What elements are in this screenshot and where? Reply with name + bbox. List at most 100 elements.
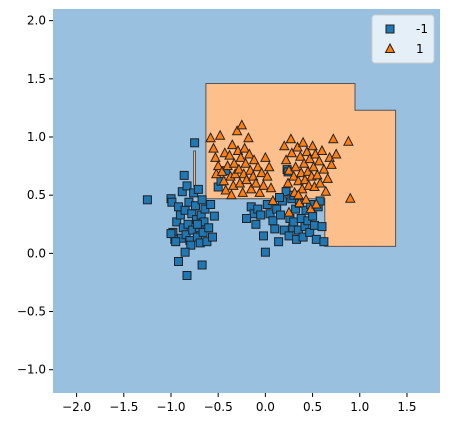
point-class-neg <box>311 234 321 244</box>
point-class-pos <box>220 184 232 195</box>
point-class-pos <box>243 148 255 159</box>
point-class-pos <box>243 132 254 143</box>
point-class-neg <box>174 257 183 266</box>
point-class-pos <box>316 144 328 155</box>
point-class-pos <box>310 198 322 209</box>
x-tick-label: 1.0 <box>350 400 369 414</box>
point-class-neg <box>204 223 214 233</box>
point-class-neg <box>193 184 203 194</box>
point-class-neg <box>208 232 217 242</box>
point-class-neg <box>209 211 219 221</box>
point-class-pos <box>263 161 275 172</box>
x-tick-label: −1.0 <box>156 400 185 414</box>
point-class-pos <box>239 142 250 153</box>
point-class-pos <box>318 163 330 174</box>
point-class-neg <box>251 219 261 229</box>
point-class-neg <box>242 214 251 223</box>
y-tick-label: 1.5 <box>27 72 46 86</box>
point-class-neg <box>275 193 284 202</box>
point-class-pos <box>212 160 224 171</box>
point-class-neg <box>202 237 212 247</box>
point-class-pos <box>283 206 295 217</box>
point-class-neg <box>276 210 285 220</box>
point-class-neg <box>256 210 266 220</box>
legend-label: -1 <box>416 22 428 36</box>
point-class-neg <box>167 197 177 207</box>
point-class-pos <box>300 193 312 204</box>
y-tick-label: −0.5 <box>17 305 46 319</box>
axes: −2.0 −1.5 −1.0 −0.5 0.0 0.5 1.0 1.5 2.0 1.5 1.0 0.5… <box>17 14 417 414</box>
point-class-pos <box>208 142 219 153</box>
point-class-neg <box>298 232 308 242</box>
point-class-pos <box>308 161 319 172</box>
point-class-pos <box>245 183 257 194</box>
region-class-pos-1 <box>193 150 196 188</box>
point-class-neg <box>166 229 176 239</box>
x-tick-label: 1.5 <box>397 400 416 414</box>
point-class-neg <box>182 181 192 191</box>
point-class-pos <box>240 157 251 168</box>
point-class-neg <box>142 195 152 205</box>
point-class-pos <box>327 133 339 144</box>
point-class-pos <box>247 170 259 181</box>
point-class-pos <box>286 147 298 158</box>
point-class-neg <box>319 237 329 247</box>
point-class-pos <box>210 151 221 162</box>
point-class-pos <box>326 158 337 169</box>
point-class-neg <box>200 204 210 214</box>
point-class-neg <box>197 195 207 205</box>
point-class-pos <box>285 133 297 144</box>
point-class-pos <box>282 177 294 188</box>
point-class-pos <box>303 179 315 190</box>
point-class-pos <box>344 192 356 203</box>
point-class-neg <box>289 217 299 227</box>
point-class-pos <box>307 140 318 151</box>
x-tick-label: 0.5 <box>303 400 322 414</box>
point-class-pos <box>252 161 264 172</box>
point-class-pos <box>293 189 304 200</box>
point-class-neg <box>198 227 208 237</box>
scatter-points <box>142 119 356 280</box>
point-class-pos <box>216 165 228 176</box>
point-class-neg <box>180 247 190 257</box>
point-class-pos <box>256 167 267 178</box>
point-class-neg <box>270 224 280 234</box>
point-class-pos <box>226 189 237 200</box>
point-class-pos <box>280 154 292 165</box>
point-class-pos <box>288 170 300 181</box>
point-class-neg <box>183 219 193 229</box>
x-tick-label: −1.5 <box>109 400 138 414</box>
point-class-pos <box>260 151 271 162</box>
point-class-neg <box>259 231 268 241</box>
point-class-pos <box>228 157 240 168</box>
y-tick-label: 2.0 <box>27 14 46 28</box>
y-tick-label: 0.0 <box>27 246 46 260</box>
point-class-pos <box>224 149 235 160</box>
point-class-pos <box>254 186 266 197</box>
point-class-pos <box>258 179 269 190</box>
point-class-neg <box>284 231 294 241</box>
point-class-pos <box>343 135 354 146</box>
legend-marker-triangle <box>384 42 396 53</box>
point-class-pos <box>320 185 332 196</box>
point-class-neg <box>190 138 200 148</box>
y-tick-label: −1.0 <box>17 363 46 377</box>
point-class-neg <box>186 240 196 250</box>
y-tick-label: 0.5 <box>27 188 46 202</box>
point-class-pos <box>267 194 279 205</box>
point-class-pos <box>290 161 301 172</box>
legend-marker-square <box>385 24 395 34</box>
legend-label: 1 <box>416 42 424 56</box>
point-class-pos <box>250 177 262 188</box>
point-class-neg <box>171 237 181 247</box>
point-class-pos <box>231 125 243 136</box>
point-class-pos <box>297 136 309 147</box>
point-class-neg <box>177 187 187 197</box>
point-class-pos <box>265 182 277 193</box>
point-class-pos <box>226 139 238 150</box>
point-class-pos <box>313 155 325 166</box>
point-class-neg <box>274 237 284 247</box>
point-class-neg <box>197 260 207 270</box>
point-class-pos <box>233 163 245 174</box>
